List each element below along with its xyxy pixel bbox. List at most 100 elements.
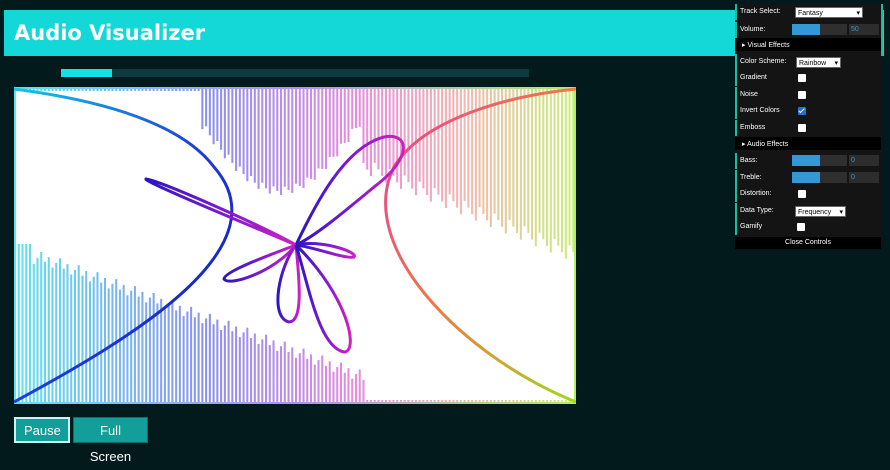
color-scheme-select[interactable]: Rainbow ▾ bbox=[796, 57, 841, 68]
frequency-bar bbox=[549, 87, 552, 253]
track-select[interactable]: Fantasy ▾ bbox=[795, 7, 863, 18]
frequency-bar bbox=[501, 87, 504, 227]
bass-value[interactable]: 0 bbox=[849, 155, 879, 166]
volume-row: Volume: 50 bbox=[735, 22, 881, 38]
full-screen-button[interactable]: Full Screen bbox=[73, 417, 148, 464]
noise-row: Noise bbox=[735, 87, 881, 103]
frequency-bar bbox=[73, 269, 77, 404]
frequency-bar bbox=[456, 87, 459, 208]
frequency-bar bbox=[463, 87, 466, 201]
close-controls-button[interactable]: Close Controls bbox=[735, 237, 881, 249]
frequency-bar bbox=[175, 310, 178, 404]
frequency-bar bbox=[25, 244, 28, 404]
frequency-bar bbox=[126, 295, 129, 404]
distortion-checkbox[interactable] bbox=[798, 190, 806, 198]
frequency-bar bbox=[223, 325, 226, 404]
invert-colors-checkbox[interactable] bbox=[798, 107, 806, 115]
frequency-bar bbox=[205, 318, 208, 404]
data-type-row: Data Type: Frequency ▾ bbox=[735, 203, 881, 219]
frequency-bar bbox=[324, 365, 328, 404]
frequency-bar bbox=[280, 87, 283, 195]
frequency-bar bbox=[343, 87, 346, 143]
frequency-bar bbox=[257, 343, 260, 404]
frequency-bar bbox=[309, 87, 313, 179]
volume-value[interactable]: 50 bbox=[849, 24, 879, 35]
frequency-bar bbox=[201, 87, 204, 130]
frequency-bar bbox=[298, 353, 301, 404]
frequency-bar bbox=[426, 87, 429, 195]
frequency-bar bbox=[283, 341, 286, 404]
noise-label: Noise bbox=[740, 91, 758, 98]
treble-value[interactable]: 0 bbox=[849, 172, 879, 183]
frequency-bar bbox=[546, 87, 549, 246]
volume-slider[interactable] bbox=[792, 24, 847, 35]
frequency-bar bbox=[381, 87, 384, 176]
frequency-bar bbox=[88, 281, 91, 404]
gamify-checkbox[interactable] bbox=[797, 223, 805, 231]
emboss-checkbox[interactable] bbox=[798, 124, 806, 132]
frequency-bar bbox=[227, 320, 230, 404]
frequency-bar bbox=[77, 265, 80, 404]
visualizer-canvas[interactable] bbox=[14, 87, 576, 404]
frequency-bar bbox=[317, 360, 320, 404]
frequency-bar bbox=[328, 361, 331, 404]
frequency-bar bbox=[527, 87, 530, 233]
frequency-bar bbox=[328, 87, 331, 158]
frequency-bar bbox=[21, 244, 24, 404]
gradient-label: Gradient bbox=[740, 74, 767, 81]
frequency-bar bbox=[321, 355, 324, 404]
chevron-down-icon: ▾ bbox=[856, 10, 860, 17]
frequency-bar bbox=[298, 87, 301, 186]
visual-effects-header[interactable]: ▸ Visual Effects bbox=[735, 38, 881, 51]
track-select-row: Track Select: Fantasy ▾ bbox=[735, 4, 881, 20]
gradient-checkbox[interactable] bbox=[798, 74, 806, 82]
bass-slider[interactable] bbox=[792, 155, 847, 166]
frequency-bar bbox=[250, 87, 253, 177]
frequency-bar bbox=[216, 87, 219, 142]
frequency-bar bbox=[227, 87, 230, 155]
frequency-bar bbox=[160, 298, 163, 404]
frequency-bar bbox=[40, 252, 43, 404]
audio-effects-header[interactable]: ▸ Audio Effects bbox=[735, 137, 881, 150]
frequency-bar bbox=[396, 87, 399, 183]
frequency-bar bbox=[62, 268, 65, 404]
progress-bar[interactable] bbox=[61, 69, 529, 77]
frequency-bars-top bbox=[14, 87, 575, 259]
data-type-select[interactable]: Frequency ▾ bbox=[795, 206, 846, 217]
frequency-bar bbox=[313, 364, 316, 404]
frequency-bar bbox=[347, 368, 350, 404]
frequency-bar bbox=[291, 347, 294, 404]
frequency-bar bbox=[561, 87, 564, 253]
emboss-label: Emboss bbox=[740, 124, 766, 131]
frequency-bar bbox=[216, 319, 219, 404]
frequency-bar bbox=[145, 302, 148, 404]
frequency-bar bbox=[309, 354, 313, 404]
pause-button[interactable]: Pause bbox=[14, 417, 70, 443]
frequency-bar bbox=[339, 362, 343, 404]
frequency-bar bbox=[471, 87, 474, 215]
frequency-bar bbox=[208, 87, 211, 136]
noise-checkbox[interactable] bbox=[798, 91, 806, 99]
triangle-right-icon: ▸ bbox=[742, 141, 748, 148]
frequency-bar bbox=[212, 324, 215, 404]
frequency-bar bbox=[489, 87, 492, 227]
frequency-bar bbox=[51, 267, 54, 404]
frequency-bar bbox=[231, 331, 234, 404]
frequency-bar bbox=[358, 369, 361, 404]
frequency-bar bbox=[373, 87, 376, 163]
frequency-bar bbox=[246, 87, 249, 182]
frequency-bar bbox=[313, 87, 316, 180]
frequency-bar bbox=[287, 87, 290, 191]
frequency-bar bbox=[220, 87, 223, 150]
frequency-bar bbox=[100, 282, 103, 404]
frequency-bar bbox=[384, 87, 387, 183]
treble-slider[interactable] bbox=[792, 172, 847, 183]
track-select-label: Track Select: bbox=[740, 8, 781, 15]
frequency-bar bbox=[103, 278, 106, 404]
frequency-bar bbox=[358, 87, 361, 127]
frequency-bar bbox=[564, 87, 567, 259]
frequency-bar bbox=[130, 290, 133, 404]
frequency-bar bbox=[411, 87, 414, 189]
frequency-bar bbox=[572, 87, 575, 252]
curve-left bbox=[14, 87, 234, 404]
